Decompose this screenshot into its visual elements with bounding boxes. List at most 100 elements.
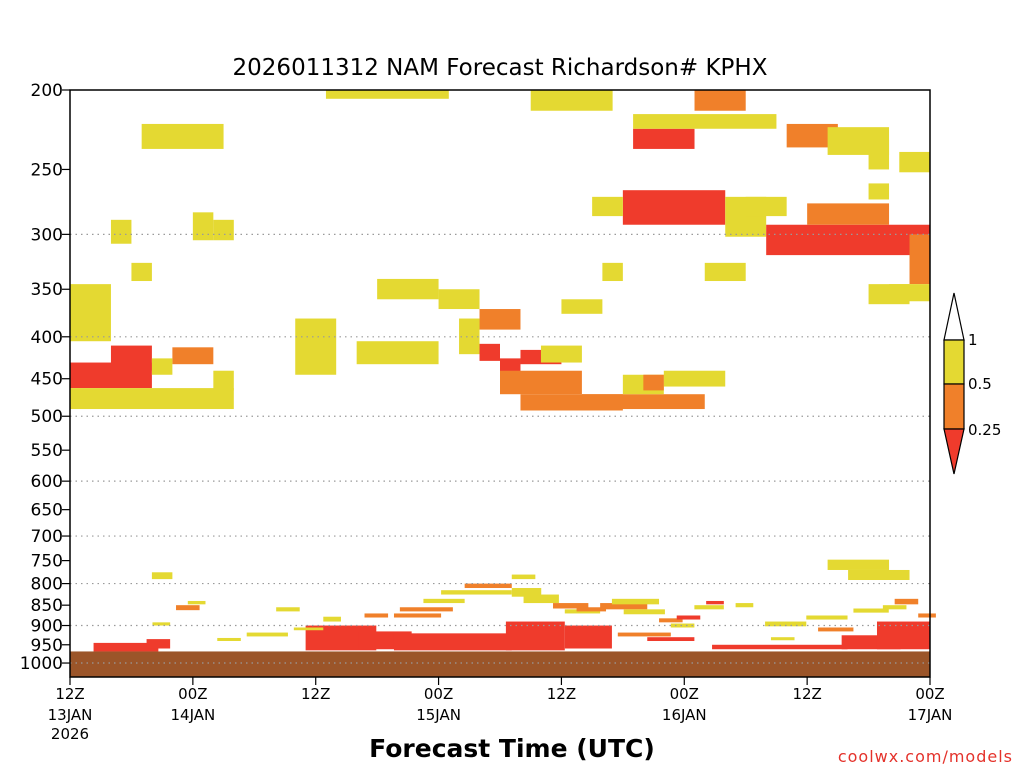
- ri-region: [848, 569, 910, 581]
- ri-region: [172, 347, 214, 365]
- ri-region: [818, 627, 854, 632]
- ri-region: [553, 603, 589, 609]
- x-tick-label: 00Z: [915, 685, 944, 703]
- y-tick-label: 300: [31, 225, 63, 245]
- legend-bin: [943, 428, 965, 475]
- ri-region: [70, 284, 111, 342]
- y-tick-label: 900: [31, 617, 63, 637]
- ri-region: [441, 590, 512, 595]
- ri-region: [511, 588, 542, 597]
- ri-region: [399, 607, 453, 612]
- x-tick-label: 00Z: [670, 685, 699, 703]
- ri-region: [909, 234, 930, 285]
- ri-region: [530, 90, 613, 111]
- ri-region: [523, 594, 559, 604]
- ground-fill: [70, 651, 930, 677]
- y-tick-label: 500: [31, 407, 63, 427]
- ri-region: [213, 219, 234, 241]
- credit-text: coolwx.com/models: [838, 747, 1013, 766]
- plot-frame: [69, 89, 931, 678]
- ri-region: [704, 262, 746, 282]
- chart-title: 2026011312 NAM Forecast Richardson# KPHX: [233, 55, 768, 81]
- ri-region: [505, 621, 565, 651]
- ri-region: [633, 128, 695, 149]
- ri-region: [676, 615, 701, 620]
- y-tick-label: 400: [31, 328, 63, 348]
- ri-region: [611, 598, 660, 605]
- x-tick-label: 00Z: [178, 685, 207, 703]
- ri-region: [464, 583, 512, 589]
- y-tick-label: 950: [31, 636, 63, 656]
- x-tick-label: 12Z: [55, 685, 84, 703]
- x-tick-label: 14JAN: [170, 706, 215, 724]
- y-tick-label: 550: [31, 441, 63, 461]
- legend-bin: [943, 292, 965, 341]
- ri-region: [70, 388, 234, 410]
- ri-region: [325, 90, 449, 99]
- ri-region: [622, 190, 726, 225]
- ri-region: [176, 605, 200, 611]
- ri-region: [600, 603, 648, 610]
- ri-region: [131, 262, 152, 282]
- ri-region: [146, 639, 171, 649]
- ri-region: [479, 343, 500, 361]
- ri-region: [766, 224, 930, 256]
- ri-region: [918, 613, 936, 618]
- ri-region: [853, 608, 889, 613]
- ri-region: [694, 90, 746, 111]
- ri-region: [712, 644, 848, 650]
- ri-region: [602, 262, 623, 282]
- ri-region: [110, 345, 152, 371]
- y-tick-label: 600: [31, 472, 63, 492]
- ri-region: [295, 318, 337, 375]
- ri-region: [561, 299, 603, 314]
- ri-region: [356, 341, 439, 365]
- ri-region: [876, 621, 930, 650]
- ri-region: [770, 637, 795, 641]
- ri-region: [827, 559, 890, 570]
- ri-region: [564, 625, 612, 649]
- ri-region: [423, 598, 465, 604]
- ri-region: [192, 212, 214, 241]
- ri-region: [868, 284, 910, 305]
- ri-region: [93, 642, 159, 652]
- ri-region: [868, 183, 890, 200]
- ri-region: [500, 370, 582, 395]
- ri-region: [151, 572, 173, 580]
- ri-region: [806, 615, 848, 620]
- surface-layer: [70, 651, 930, 677]
- ri-region: [694, 605, 724, 610]
- ri-region: [393, 613, 442, 618]
- ri-region: [276, 607, 300, 612]
- ri-region: [393, 633, 512, 651]
- ri-region: [647, 637, 695, 642]
- ri-region: [735, 603, 754, 608]
- ri-region: [141, 123, 224, 149]
- ri-region: [786, 123, 838, 148]
- ri-region: [899, 151, 930, 173]
- y-tick-label: 250: [31, 160, 63, 180]
- x-axis-label: Forecast Time (UTC): [369, 734, 655, 763]
- ri-region: [151, 358, 173, 375]
- ri-region: [663, 370, 726, 387]
- ri-region: [187, 600, 206, 605]
- ri-region: [479, 309, 521, 330]
- ri-region: [882, 605, 907, 610]
- ri-region: [745, 196, 787, 217]
- ri-region: [617, 632, 671, 637]
- y-tick-label: 700: [31, 527, 63, 547]
- ri-region: [643, 374, 664, 391]
- y-tick-label: 200: [31, 81, 63, 101]
- x-tick-label: 15JAN: [416, 706, 461, 724]
- x-tick-label: 00Z: [424, 685, 453, 703]
- y-tick-label: 850: [31, 596, 63, 616]
- x-tick-label: 2026: [51, 725, 89, 743]
- ri-region: [576, 607, 607, 612]
- x-tick-label: 12Z: [301, 685, 330, 703]
- ri-region: [110, 219, 132, 244]
- x-tick-label: 16JAN: [662, 706, 707, 724]
- y-tick-label: 800: [31, 575, 63, 595]
- ri-region: [633, 114, 777, 129]
- y-tick-label: 450: [31, 370, 63, 390]
